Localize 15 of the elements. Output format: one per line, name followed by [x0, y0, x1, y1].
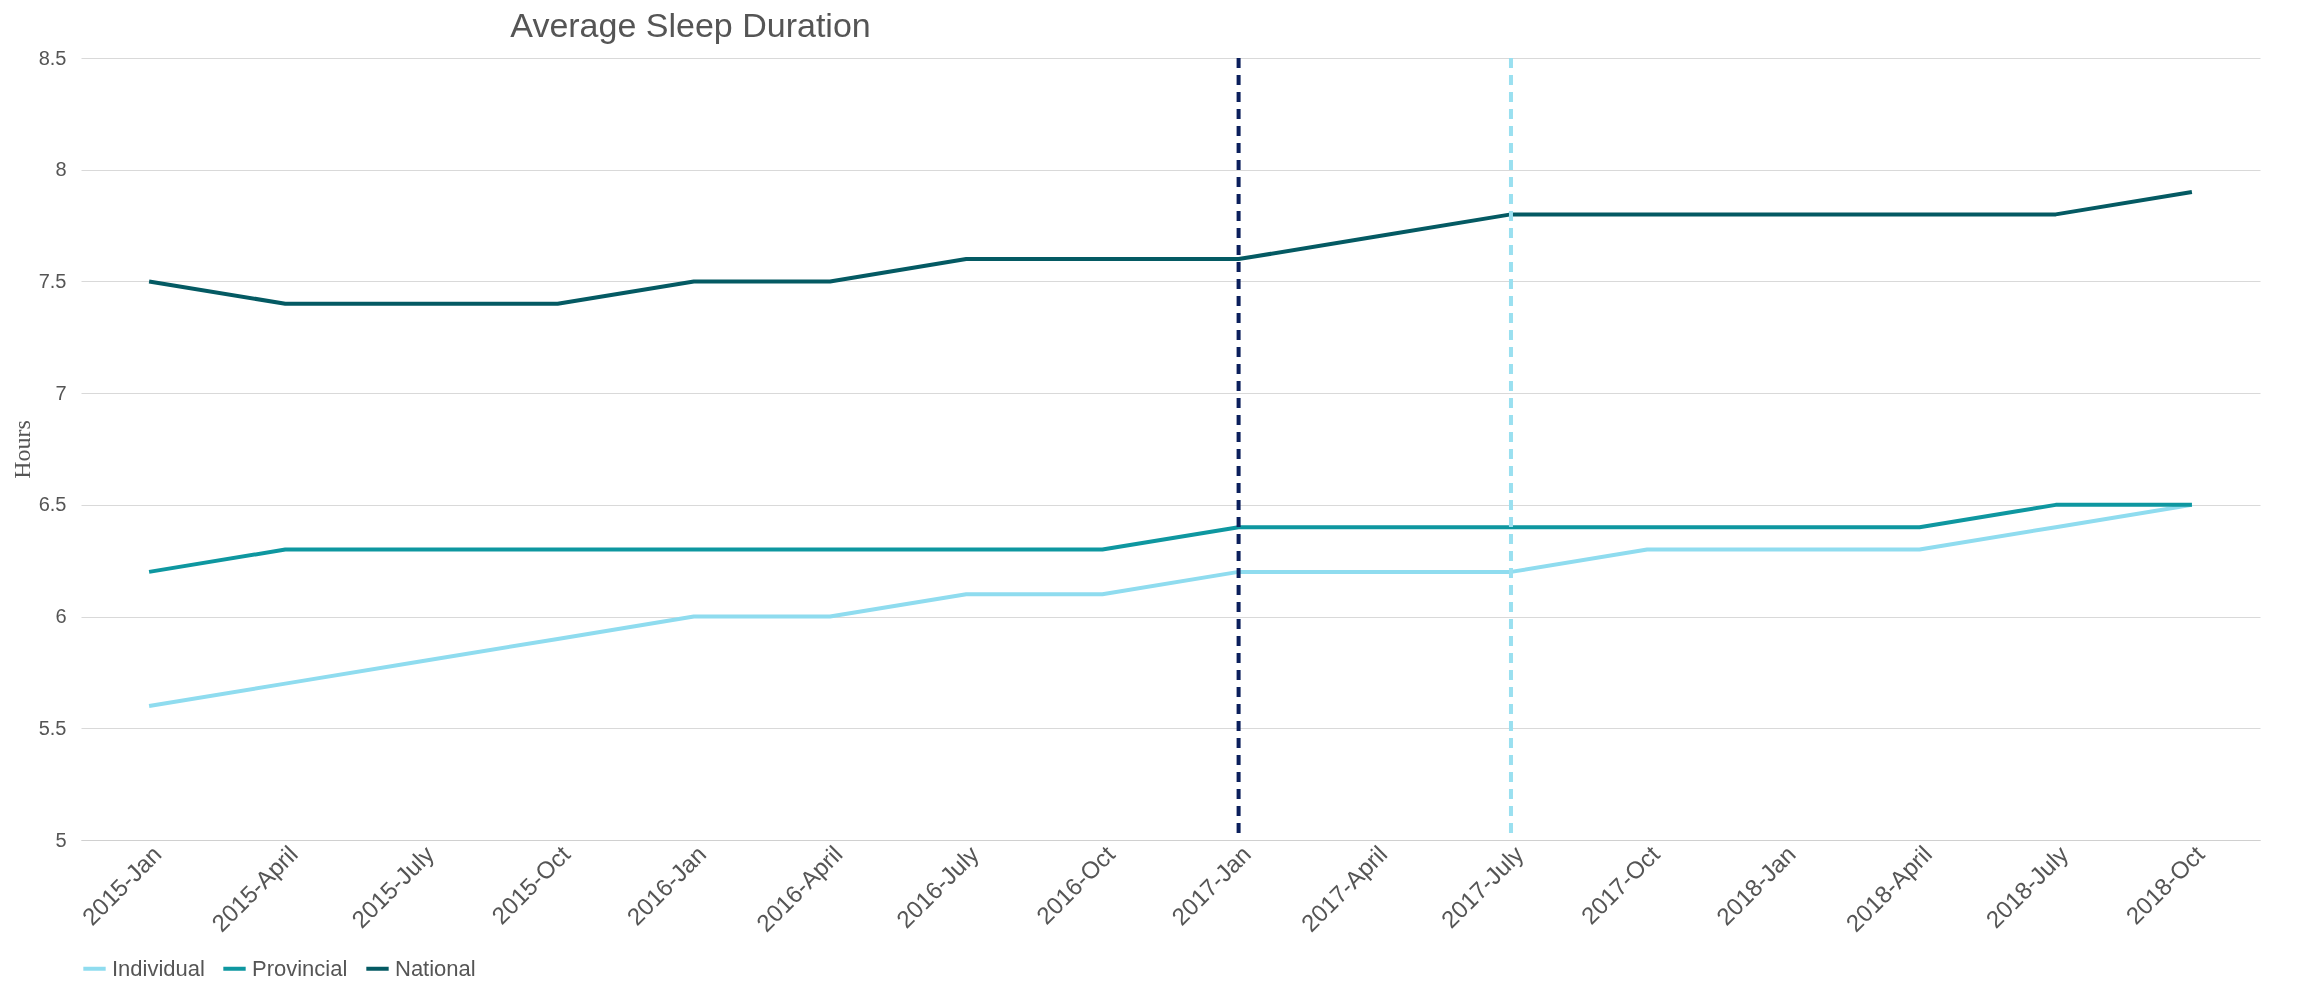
y-tick-label: 8 — [55, 158, 67, 181]
y-tick-label: 5 — [55, 828, 67, 851]
y-tick-label: 6 — [55, 605, 67, 628]
y-tick-label: 7 — [55, 381, 67, 404]
line-series — [147, 502, 2194, 574]
legend-label: National — [395, 955, 476, 981]
y-tick-label: 6.5 — [38, 493, 67, 516]
chart-title: Average Sleep Duration — [510, 6, 871, 44]
y-tick-label: 7.5 — [38, 269, 67, 292]
y-tick-label: 8.5 — [38, 46, 67, 69]
line-series — [147, 190, 2194, 306]
y-tick-label: 5.5 — [38, 716, 67, 739]
y-axis-title: Hours — [8, 420, 35, 479]
legend-label: Individual — [112, 955, 205, 981]
legend-label: Provincial — [252, 955, 348, 981]
